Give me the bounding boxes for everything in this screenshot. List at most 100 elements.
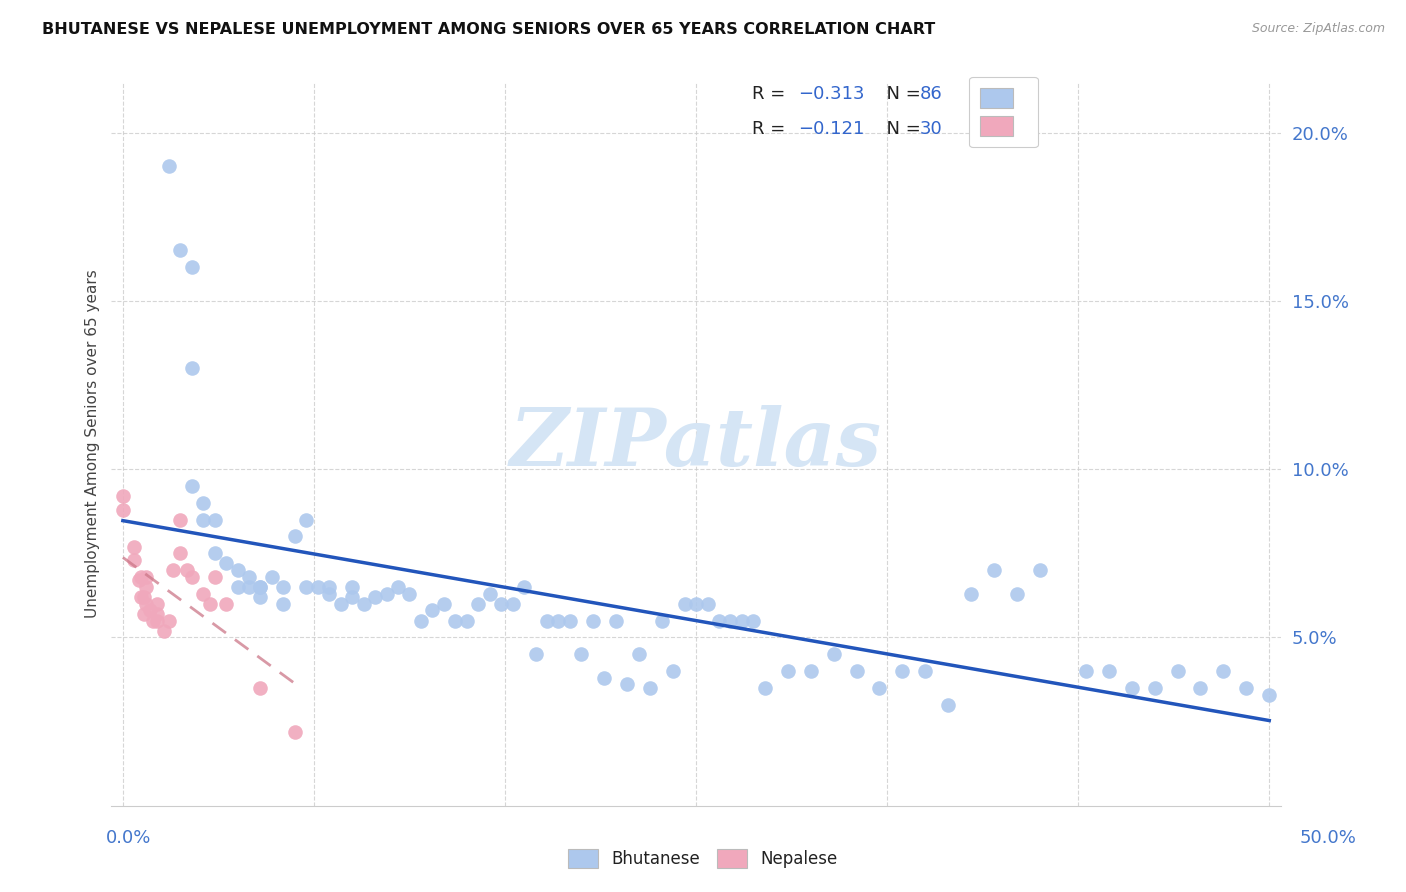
Text: ZIPatlas: ZIPatlas: [510, 405, 882, 483]
Point: [776, 664, 799, 678]
Point: [215, 557, 238, 571]
Point: [936, 698, 959, 712]
Point: [524, 647, 547, 661]
Point: [513, 580, 536, 594]
Point: [983, 563, 1005, 577]
Point: [180, 260, 202, 275]
Point: [1074, 664, 1097, 678]
Point: [651, 614, 673, 628]
Point: [823, 647, 845, 661]
Point: [153, 624, 176, 638]
Point: [146, 597, 169, 611]
Text: N =: N =: [875, 85, 927, 103]
Point: [845, 664, 868, 678]
Legend: , : ,: [969, 77, 1038, 147]
Point: [409, 614, 432, 628]
Point: [329, 597, 352, 611]
Point: [558, 614, 581, 628]
Point: [273, 597, 295, 611]
Text: 0.0%: 0.0%: [105, 829, 150, 847]
Point: [375, 587, 398, 601]
Text: 86: 86: [920, 85, 942, 103]
Point: [146, 614, 169, 628]
Text: R =: R =: [752, 85, 792, 103]
Point: [169, 546, 191, 560]
Point: [616, 677, 638, 691]
Point: [204, 570, 226, 584]
Point: [129, 590, 152, 604]
Point: [139, 603, 162, 617]
Text: 30: 30: [920, 120, 942, 138]
Point: [191, 587, 214, 601]
Point: [111, 489, 134, 503]
Point: [162, 563, 184, 577]
Point: [318, 587, 340, 601]
Point: [914, 664, 936, 678]
Point: [502, 597, 524, 611]
Point: [340, 580, 363, 594]
Point: [273, 580, 295, 594]
Text: BHUTANESE VS NEPALESE UNEMPLOYMENT AMONG SENIORS OVER 65 YEARS CORRELATION CHART: BHUTANESE VS NEPALESE UNEMPLOYMENT AMONG…: [42, 22, 935, 37]
Point: [284, 724, 307, 739]
Point: [536, 614, 558, 628]
Point: [478, 587, 501, 601]
Point: [180, 570, 202, 584]
Point: [742, 614, 765, 628]
Text: −0.121: −0.121: [799, 120, 865, 138]
Point: [238, 570, 260, 584]
Point: [638, 681, 661, 695]
Point: [1121, 681, 1143, 695]
Point: [135, 580, 157, 594]
Point: [571, 647, 593, 661]
Point: [132, 607, 155, 621]
Point: [169, 513, 191, 527]
Point: [593, 671, 616, 685]
Point: [226, 563, 249, 577]
Point: [387, 580, 409, 594]
Point: [249, 580, 271, 594]
Point: [489, 597, 512, 611]
Point: [707, 614, 730, 628]
Point: [157, 159, 180, 173]
Point: [132, 590, 155, 604]
Point: [444, 614, 467, 628]
Point: [1234, 681, 1257, 695]
Point: [720, 614, 742, 628]
Point: [180, 361, 202, 376]
Point: [226, 580, 249, 594]
Point: [662, 664, 685, 678]
Point: [111, 502, 134, 516]
Point: [800, 664, 823, 678]
Point: [422, 603, 444, 617]
Point: [128, 573, 150, 587]
Point: [696, 597, 718, 611]
Point: [398, 587, 420, 601]
Point: [215, 597, 238, 611]
Point: [1029, 563, 1052, 577]
Point: [685, 597, 707, 611]
Point: [731, 614, 754, 628]
Point: [157, 614, 180, 628]
Point: [673, 597, 696, 611]
Point: [204, 546, 226, 560]
Point: [260, 570, 283, 584]
Point: [456, 614, 478, 628]
Point: [249, 590, 271, 604]
Point: [605, 614, 627, 628]
Point: [204, 513, 226, 527]
Point: [249, 580, 271, 594]
Point: [433, 597, 456, 611]
Point: [124, 553, 146, 567]
Point: [318, 580, 340, 594]
Point: [467, 597, 489, 611]
Point: [353, 597, 375, 611]
Point: [1143, 681, 1166, 695]
Point: [869, 681, 891, 695]
Point: [135, 570, 157, 584]
Point: [1189, 681, 1212, 695]
Text: −0.313: −0.313: [799, 85, 865, 103]
Point: [135, 597, 157, 611]
Point: [249, 681, 271, 695]
Point: [198, 597, 221, 611]
Y-axis label: Unemployment Among Seniors over 65 years: Unemployment Among Seniors over 65 years: [86, 269, 100, 618]
